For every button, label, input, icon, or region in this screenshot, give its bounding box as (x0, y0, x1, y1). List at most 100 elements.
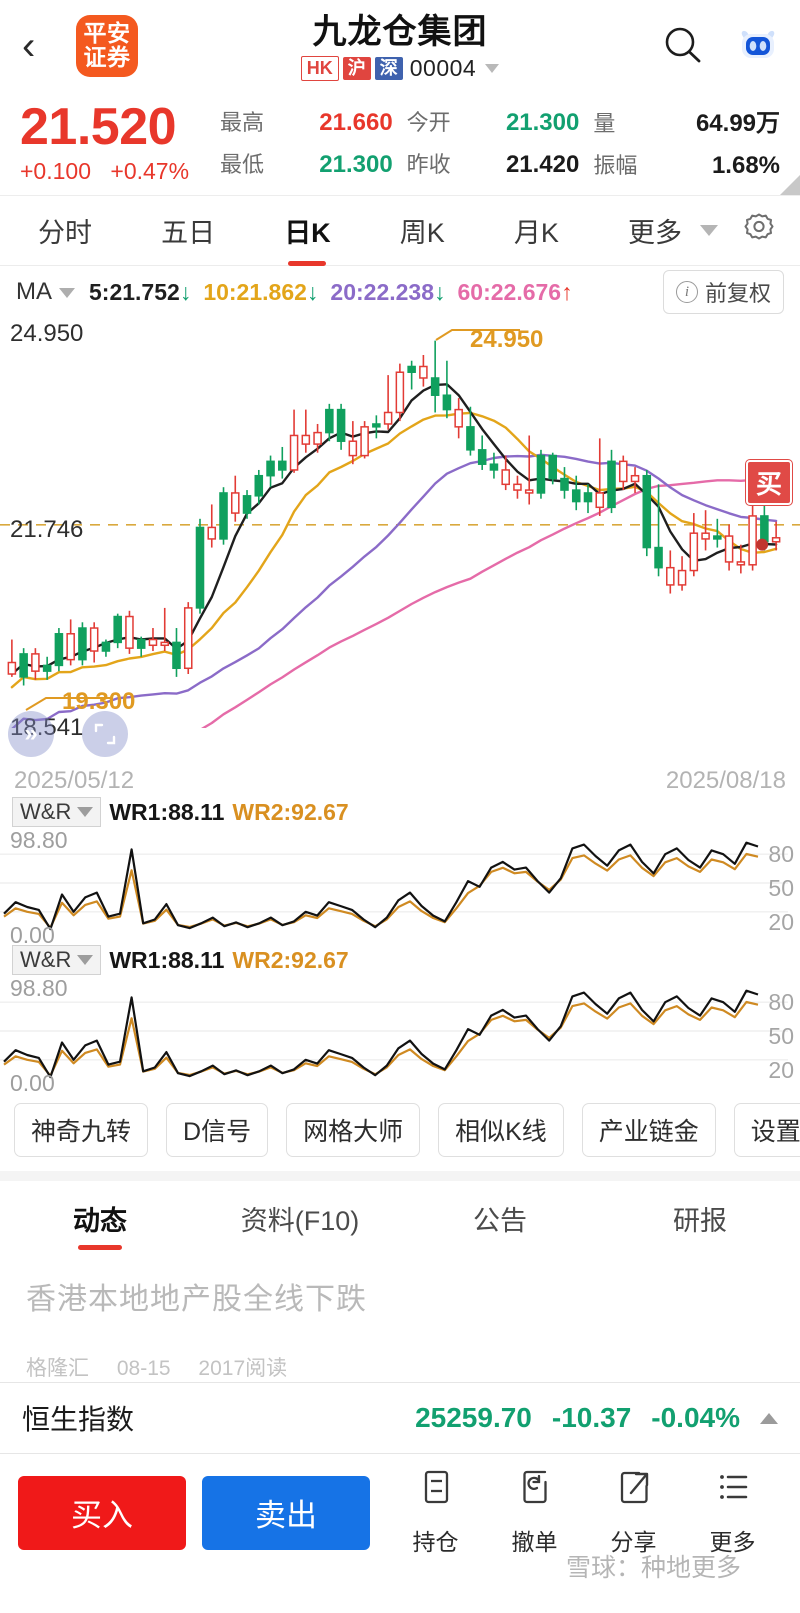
indicator-panel-1[interactable]: W&R WR1:88.11 WR2:92.67 98.80 0.00 80 50… (0, 795, 800, 948)
resize-corner-icon[interactable] (780, 175, 800, 196)
tab-zhouk-label: 周K (399, 218, 445, 249)
tab-gonggao[interactable]: 公告 (400, 1199, 600, 1252)
yaxis-mid: 21.746 (10, 516, 84, 544)
quote-cell-volume: 量 64.99万 (593, 103, 780, 138)
buy-signal-badge[interactable]: 买 (745, 460, 792, 506)
quote-value-amplitude: 1.68% (711, 152, 781, 180)
chevrons-right-icon[interactable]: » (8, 711, 54, 758)
search-icon[interactable] (662, 25, 704, 67)
chevron-down-icon[interactable] (700, 225, 718, 237)
robot-assistant-icon[interactable] (738, 28, 778, 64)
tab-wuri[interactable]: 五日 (155, 211, 221, 250)
index-change-pct: -0.04% (651, 1402, 740, 1434)
ma10-value: 10:21.862 (203, 278, 307, 305)
indicator-1-name: W&R (20, 799, 72, 825)
share-button[interactable]: 分享 (611, 1468, 657, 1557)
cancel-order-button[interactable]: 撤单 (512, 1468, 558, 1557)
indicator-1-svg (0, 841, 788, 931)
quote-label-prevclose: 昨收 (406, 151, 451, 177)
news-reads: 2017阅读 (198, 1357, 288, 1381)
chart-date-start: 2025/05/12 (14, 767, 135, 795)
indicator-2-wr1: WR1:88.11 (109, 946, 225, 973)
chevron-down-icon[interactable] (485, 64, 500, 73)
adjust-button[interactable]: i 前复权 (662, 270, 784, 315)
low-annotation: 19.300 (62, 688, 136, 716)
yaxis-high: 24.950 (10, 320, 84, 348)
more-list-icon (713, 1468, 753, 1515)
ma5-direction-icon: ↓ (179, 278, 192, 305)
chip-xiangsikxian[interactable]: 相似K线 (438, 1103, 564, 1158)
news-source: 格隆汇 (26, 1357, 89, 1381)
broker-logo-line2: 证券 (83, 44, 131, 70)
tab-rik[interactable]: 日K (278, 211, 337, 267)
buy-button[interactable]: 买入 (18, 1475, 186, 1550)
chevron-down-icon[interactable] (59, 288, 75, 299)
quote-col-3: 量 64.99万 振幅 1.68% (593, 98, 780, 185)
tab-more[interactable]: 更多 (622, 211, 688, 250)
indicator-1-tick-20: 20 (768, 909, 794, 936)
indicator-1-tick-50: 50 (768, 875, 794, 902)
chevron-down-icon[interactable] (77, 807, 94, 818)
tab-yanbao[interactable]: 研报 (600, 1199, 800, 1252)
tab-ziliao[interactable]: 资料(F10) (200, 1199, 400, 1252)
broker-logo-line1: 平安 (83, 20, 131, 47)
chevron-down-icon[interactable] (77, 955, 94, 966)
news-tabs: 动态 资料(F10) 公告 研报 (0, 1181, 800, 1252)
chip-wanggedashi[interactable]: 网格大师 (286, 1103, 421, 1158)
market-tag-sz[interactable]: 深 (374, 57, 403, 80)
indicator-2-svg (0, 989, 788, 1079)
app-header: ‹ 平安 证券 九龙仓集团 HK 沪 深 00004 (0, 0, 800, 92)
market-tag-sh[interactable]: 沪 (342, 57, 371, 80)
indicator-1-wr2: WR2:92.67 (232, 798, 349, 825)
news-item-title[interactable]: 香港本地地产股全线下跌 (26, 1283, 367, 1317)
back-icon[interactable]: ‹ (22, 24, 36, 68)
gear-icon[interactable] (740, 209, 778, 252)
tab-zhouk[interactable]: 周K (394, 211, 451, 250)
indicator-2-max: 98.80 (10, 975, 68, 1002)
ma20-direction-icon: ↓ (434, 278, 446, 305)
quote-value-prevclose: 21.420 (505, 150, 580, 178)
indicator-2-min: 0.00 (10, 1070, 55, 1097)
candlestick-chart[interactable]: 24.950 21.746 18.541 24.950 19.300 买 » (0, 318, 800, 773)
indicator-panel-2[interactable]: W&R WR1:88.11 WR2:92.67 98.80 0.00 80 50… (0, 943, 800, 1096)
indicator-2-tick-80: 80 (768, 989, 794, 1016)
cancel-order-icon (515, 1468, 555, 1515)
ma-label[interactable]: MA (16, 278, 52, 306)
more-button[interactable]: 更多 (710, 1468, 756, 1557)
chip-chanyelianjin[interactable]: 产业链金 (581, 1103, 716, 1158)
chart-date-axis: 2025/05/12 2025/08/18 (0, 767, 800, 795)
position-button[interactable]: 持仓 (413, 1468, 459, 1557)
market-tag-hk[interactable]: HK (300, 56, 339, 81)
quote-col-1: 最高 21.660 最低 21.300 (220, 98, 407, 185)
sell-button[interactable]: 卖出 (202, 1475, 370, 1550)
quote-value-open: 21.300 (505, 108, 580, 136)
tab-fenshi[interactable]: 分时 (32, 211, 98, 250)
indicator-2-selector[interactable]: W&R (12, 945, 102, 976)
tab-dongtai[interactable]: 动态 (0, 1199, 200, 1252)
indicator-1-min: 0.00 (10, 922, 55, 949)
tab-yuek[interactable]: 月K (508, 211, 565, 250)
ma60-direction-icon: ↑ (561, 278, 573, 305)
broker-logo[interactable]: 平安 证券 (76, 15, 138, 77)
quote-main: 21.520 +0.100 +0.47% (20, 98, 220, 185)
tab-yanbao-label: 研报 (673, 1206, 727, 1237)
price-change-pct: +0.47% (110, 158, 190, 185)
current-price: 21.520 (20, 98, 177, 156)
info-icon: i (675, 281, 698, 304)
chip-dxinhao[interactable]: D信号 (166, 1103, 269, 1158)
indicator-2-wr2: WR2:92.67 (232, 946, 349, 973)
tool-chip-row: 神奇九转 D信号 网格大师 相似K线 产业链金 设置 (0, 1091, 800, 1171)
fullscreen-icon[interactable] (82, 711, 128, 758)
chip-shenqijiuzhuan[interactable]: 神奇九转 (14, 1103, 149, 1158)
tab-active-indicator (288, 261, 327, 267)
index-bar[interactable]: 恒生指数 25259.70 -10.37 -0.04% (0, 1382, 800, 1455)
chevron-up-icon[interactable] (760, 1412, 778, 1424)
ma5-value: 5:21.752 (89, 278, 180, 305)
ma10-legend: 10:21.862↓ (203, 279, 318, 306)
indicator-1-selector[interactable]: W&R (12, 797, 102, 828)
stock-code-row[interactable]: HK 沪 深 00004 (300, 55, 500, 82)
yaxis-low: 18.541 (10, 714, 84, 742)
chip-shezhi[interactable]: 设置 (733, 1103, 800, 1158)
index-value: 25259.70 (415, 1402, 532, 1434)
quote-cell-amplitude: 振幅 1.68% (593, 148, 780, 180)
